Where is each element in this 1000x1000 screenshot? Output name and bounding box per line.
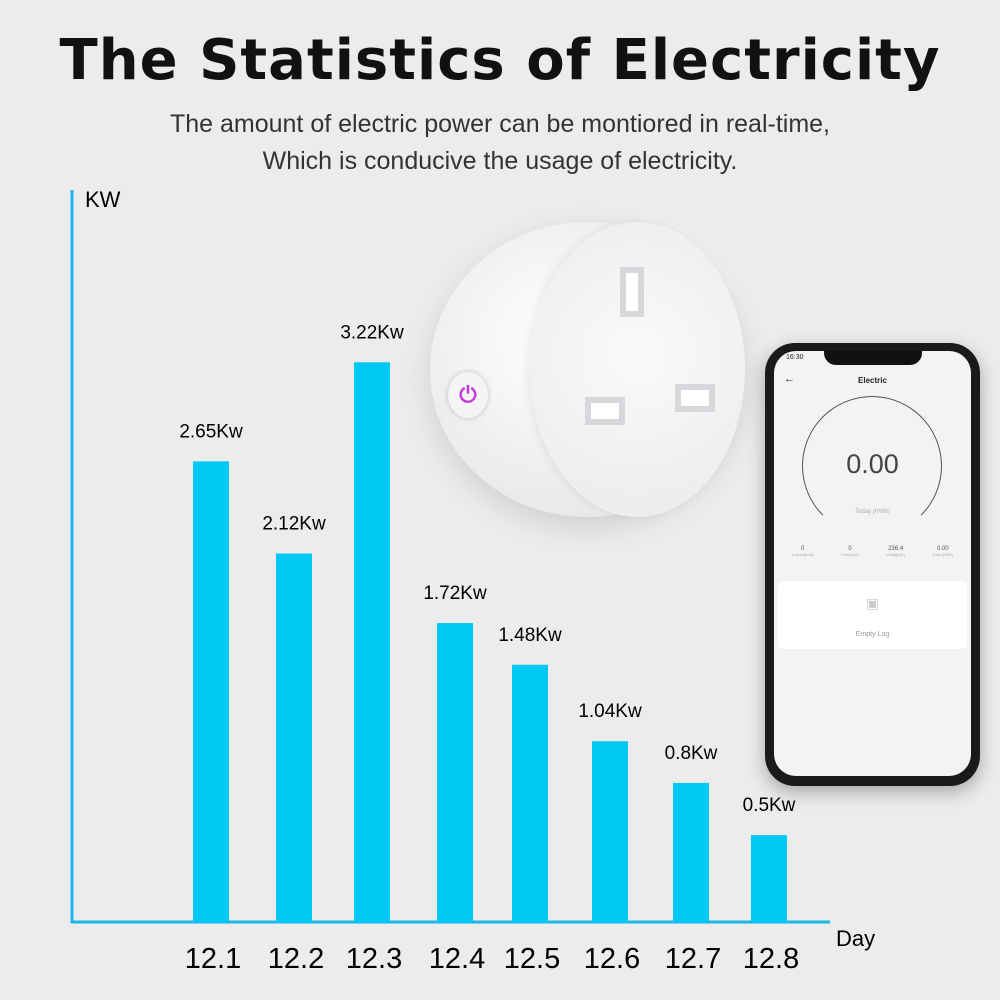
phone-screen: 16:30 ← Electric 0.00 Today (KWh) 0 Curre… bbox=[774, 351, 971, 776]
screen-title: Electric bbox=[858, 376, 887, 385]
stat-value: 236.4 bbox=[888, 546, 904, 552]
bar-12.5 bbox=[512, 664, 548, 922]
status-time: 16:30 bbox=[786, 354, 804, 361]
stat-label: Total (KWh) bbox=[932, 552, 954, 557]
log-card: ▣ Empty Log bbox=[778, 581, 967, 649]
bar-12.4 bbox=[437, 623, 473, 922]
gauge-ring bbox=[802, 396, 942, 536]
phone-notch bbox=[824, 351, 922, 365]
stats-row: 0 Current(mA) 0 Power(W) 236.4 Voltage(V) 0… bbox=[778, 546, 967, 557]
bar-12.6 bbox=[592, 741, 628, 922]
bar-12.7 bbox=[673, 782, 709, 922]
data-label: 1.72Kw bbox=[423, 583, 487, 604]
x-tick-label: 12.2 bbox=[268, 943, 324, 975]
smart-plug-image: ⏻ bbox=[430, 222, 745, 517]
x-tick-label: 12.4 bbox=[429, 943, 485, 975]
x-tick-label: 12.5 bbox=[504, 943, 560, 975]
stat-value: 0 bbox=[801, 546, 805, 552]
x-tick-label: 12.6 bbox=[584, 943, 640, 975]
socket-face bbox=[530, 222, 745, 517]
x-tick-label: 12.3 bbox=[346, 943, 402, 975]
data-label: 1.04Kw bbox=[578, 701, 642, 722]
gauge-value: 0.00 bbox=[846, 449, 899, 479]
x-tick-label: 12.8 bbox=[743, 943, 799, 975]
data-label: 0.8Kw bbox=[665, 743, 718, 764]
bar-12.2 bbox=[276, 553, 312, 922]
phone-mockup: 16:30 ← Electric 0.00 Today (KWh) 0 Curre… bbox=[765, 343, 980, 786]
stat-label: Voltage(V) bbox=[886, 552, 905, 557]
stat-label: Current(mA) bbox=[791, 552, 814, 557]
neutral-slot bbox=[675, 384, 715, 412]
data-label: 2.65Kw bbox=[179, 421, 243, 442]
live-slot bbox=[585, 397, 625, 425]
power-button-icon: ⏻ bbox=[448, 372, 488, 418]
data-label: 2.12Kw bbox=[262, 514, 326, 535]
x-tick-label: 12.7 bbox=[665, 943, 721, 975]
subtitle-line-2: Which is conducive the usage of electric… bbox=[262, 147, 738, 175]
earth-slot bbox=[620, 267, 644, 317]
x-tick-label: 12.1 bbox=[185, 943, 241, 975]
page-title: The Statistics of Electricity bbox=[59, 28, 941, 93]
empty-inbox-icon: ▣ bbox=[865, 595, 880, 611]
stat-value: 0 bbox=[848, 546, 852, 552]
subtitle-line-1: The amount of electric power can be mont… bbox=[169, 110, 831, 138]
data-label: 3.22Kw bbox=[340, 322, 404, 343]
stat-value: 0.00 bbox=[936, 546, 949, 552]
stat-power: 0 Power(W) bbox=[841, 546, 859, 557]
bar-12.1 bbox=[193, 461, 229, 922]
stat-voltage: 236.4 Voltage(V) bbox=[886, 546, 905, 557]
stat-total: 0.00 Total (KWh) bbox=[932, 546, 953, 557]
stat-current: 0 Current(mA) bbox=[792, 546, 814, 557]
stat-label: Power(W) bbox=[841, 552, 859, 557]
x-axis-label: Day bbox=[836, 926, 875, 951]
back-arrow-icon[interactable]: ← bbox=[784, 373, 795, 385]
gauge-label: Today (KWh) bbox=[855, 509, 890, 515]
data-label: 0.5Kw bbox=[743, 795, 796, 816]
bar-12.3 bbox=[354, 362, 390, 922]
bar-12.8 bbox=[751, 835, 787, 922]
y-axis-label: KW bbox=[85, 187, 121, 212]
data-label: 1.48Kw bbox=[498, 625, 562, 646]
empty-log-text: Empty Log bbox=[855, 631, 890, 638]
